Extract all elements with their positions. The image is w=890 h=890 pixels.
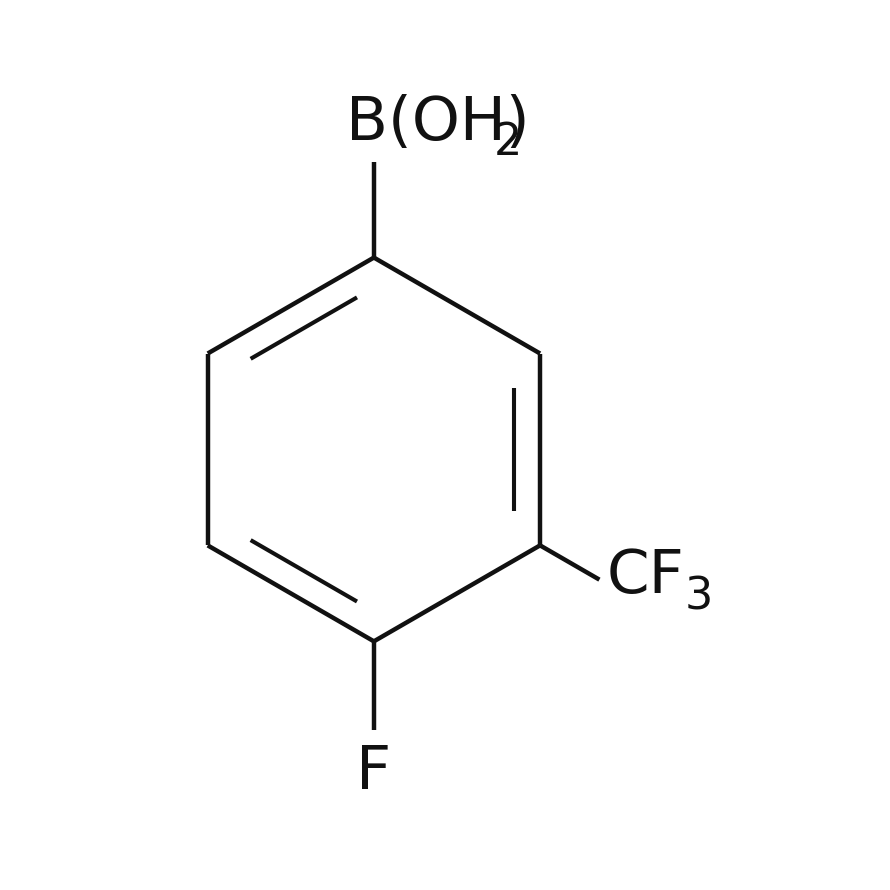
Text: 2: 2 — [494, 121, 522, 164]
Text: CF: CF — [606, 546, 684, 606]
Text: F: F — [356, 743, 392, 802]
Text: 3: 3 — [685, 575, 714, 619]
Text: B(OH): B(OH) — [346, 94, 530, 153]
